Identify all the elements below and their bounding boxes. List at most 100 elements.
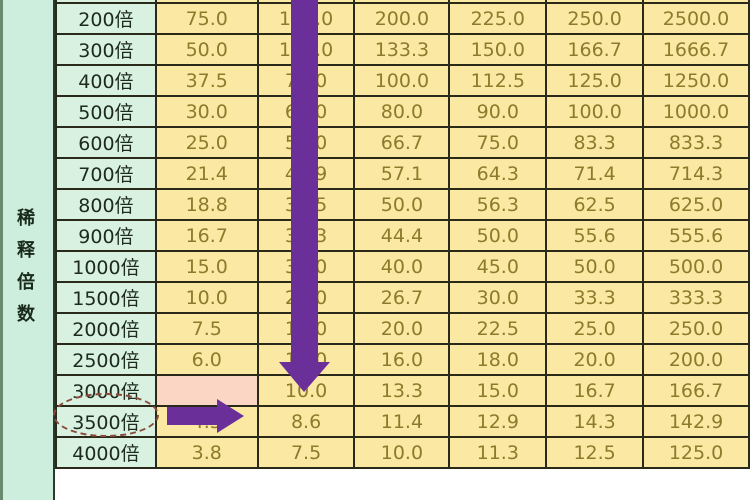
dilution-label: 1500倍 [55,281,157,314]
value-cell: 333.3 [642,281,750,314]
dilution-label: 4000倍 [55,436,157,469]
value-cell: 50.0 [353,188,451,221]
value-cell: 12.9 [448,405,548,438]
value-cell: 555.6 [642,219,750,252]
value-cell: 250.0 [545,2,645,35]
value-cell [642,0,750,4]
value-cell: 50.0 [545,250,645,283]
value-cell: 55.6 [545,219,645,252]
value-cell: 6.0 [154,343,259,376]
value-cell: 7.5 [256,436,356,469]
value-cell: 62.5 [545,188,645,221]
value-cell [154,374,259,407]
side-label-column [0,0,55,500]
value-cell: 11.3 [448,436,548,469]
value-cell: 100.0 [353,64,451,97]
dilution-label: 700倍 [55,157,157,190]
value-cell: 30.0 [448,281,548,314]
value-cell: 100.0 [545,95,645,128]
value-cell: 14.3 [545,405,645,438]
value-cell: 125.0 [642,436,750,469]
value-cell [353,0,451,4]
dilution-label: 500倍 [55,95,157,128]
value-cell: 16.7 [545,374,645,407]
value-cell: 64.3 [448,157,548,190]
value-cell: 25.0 [545,312,645,345]
dilution-label: 600倍 [55,126,157,159]
value-cell: 20.0 [353,312,451,345]
value-cell: 44.4 [353,219,451,252]
value-cell: 1000.0 [642,95,750,128]
dilution-label: 2000倍 [55,312,157,345]
dilution-label: 800倍 [55,188,157,221]
value-cell: 83.3 [545,126,645,159]
value-cell: 56.3 [448,188,548,221]
dilution-label: 200倍 [55,2,157,35]
table-row: 3000倍 10.0 13.3 15.0 16.7 166.7 [55,374,750,407]
table-row: 4000倍 3.8 7.5 10.0 11.3 12.5 125.0 [55,436,750,469]
value-cell: 20.0 [545,343,645,376]
value-cell: 166.7 [642,374,750,407]
dilution-table: 200倍75.0150.0200.0225.0250.02500.0300倍50… [55,0,750,469]
value-cell: 50.0 [448,219,548,252]
value-cell: 2500.0 [642,2,750,35]
side-label-char: 数 [17,304,35,325]
value-cell: 150.0 [448,33,548,66]
value-cell: 15.0 [154,250,259,283]
value-cell: 3.8 [154,436,259,469]
value-cell: 80.0 [353,95,451,128]
dilution-label: 1000倍 [55,250,157,283]
value-cell: 200.0 [642,343,750,376]
value-cell [154,0,259,4]
value-cell: 75.0 [154,2,259,35]
value-cell: 12.5 [545,436,645,469]
value-cell: 50.0 [154,33,259,66]
value-cell: 8.6 [256,405,356,438]
value-cell: 250.0 [642,312,750,345]
value-cell: 16.7 [154,219,259,252]
side-label-char: 释 [17,240,35,261]
dilution-label [55,0,157,4]
value-cell: 21.4 [154,157,259,190]
dilution-label: 2500倍 [55,343,157,376]
down-arrow-icon [279,0,330,392]
value-cell: 625.0 [642,188,750,221]
value-cell [448,0,548,4]
value-cell: 90.0 [448,95,548,128]
value-cell: 40.0 [353,250,451,283]
value-cell: 33.3 [545,281,645,314]
value-cell: 125.0 [545,64,645,97]
value-cell: 1250.0 [642,64,750,97]
value-cell: 45.0 [448,250,548,283]
value-cell: 1666.7 [642,33,750,66]
value-cell [545,0,645,4]
side-label-char: 倍 [17,272,35,293]
right-arrow-icon [167,399,244,433]
value-cell: 833.3 [642,126,750,159]
value-cell: 37.5 [154,64,259,97]
value-cell: 71.4 [545,157,645,190]
value-cell: 16.0 [353,343,451,376]
value-cell: 57.1 [353,157,451,190]
dilution-label: 300倍 [55,33,157,66]
value-cell: 13.3 [353,374,451,407]
value-cell: 75.0 [448,126,548,159]
value-cell: 22.5 [448,312,548,345]
value-cell: 7.5 [154,312,259,345]
value-cell: 18.0 [448,343,548,376]
value-cell: 30.0 [154,95,259,128]
value-cell: 200.0 [353,2,451,35]
value-cell: 10.0 [154,281,259,314]
value-cell: 714.3 [642,157,750,190]
value-cell: 26.7 [353,281,451,314]
